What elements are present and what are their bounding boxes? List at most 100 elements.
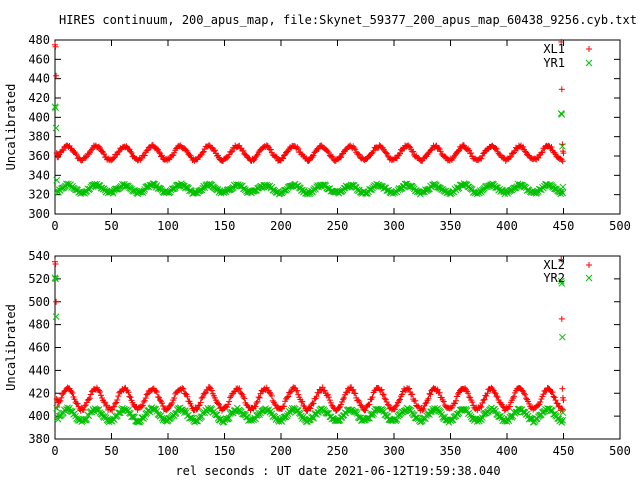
data-point	[275, 418, 283, 425]
legend-marker	[585, 59, 593, 67]
data-point	[355, 151, 362, 158]
data-point	[352, 390, 359, 397]
data-point	[507, 153, 514, 160]
data-point	[241, 395, 248, 402]
data-point	[255, 394, 262, 401]
data-point	[87, 391, 94, 398]
data-point	[256, 394, 263, 401]
data-point	[377, 387, 384, 394]
plot-frame	[54, 39, 621, 215]
data-point	[140, 398, 147, 405]
data-point	[52, 124, 60, 132]
data-point	[115, 409, 123, 417]
data-point	[319, 384, 326, 391]
data-point	[401, 180, 409, 188]
data-point	[422, 400, 429, 407]
data-point	[487, 181, 494, 189]
data-point	[406, 385, 413, 392]
data-point	[419, 188, 426, 195]
data-point	[559, 189, 567, 197]
data-point	[127, 394, 134, 401]
data-point	[53, 404, 61, 412]
data-point	[428, 146, 435, 153]
data-point	[111, 185, 119, 193]
data-point	[521, 390, 528, 397]
data-point	[171, 149, 178, 156]
data-point	[558, 111, 566, 118]
data-point	[522, 148, 529, 155]
data-point	[356, 151, 363, 158]
y-tick-label: 400	[28, 110, 50, 124]
data-point	[269, 397, 276, 404]
data-point	[551, 394, 558, 401]
data-point	[115, 393, 122, 400]
data-point	[143, 391, 150, 398]
data-point	[383, 187, 391, 194]
data-point	[559, 333, 566, 341]
x-tick-label: 150	[214, 444, 236, 458]
data-point	[434, 386, 441, 393]
legend-marker	[586, 46, 592, 52]
data-point	[479, 399, 486, 406]
y-tick-label: 340	[28, 168, 50, 182]
data-point	[310, 152, 317, 159]
data-point	[195, 402, 202, 409]
x-axis-label: rel seconds : UT date 2021-06-12T19:59:3…	[175, 464, 500, 478]
data-point	[224, 154, 231, 161]
data-point	[198, 395, 205, 402]
x-tick-label: 250	[327, 444, 349, 458]
data-point	[539, 149, 546, 156]
data-point	[85, 396, 92, 403]
data-point	[492, 390, 499, 397]
data-point	[96, 388, 103, 395]
data-point	[208, 144, 215, 151]
series-YR2	[51, 274, 567, 426]
data-point	[494, 394, 501, 401]
data-point	[266, 389, 273, 396]
data-point	[113, 399, 120, 406]
data-point	[324, 148, 331, 155]
data-point	[315, 390, 322, 397]
data-point	[169, 399, 176, 406]
data-point	[426, 390, 433, 397]
data-point	[537, 398, 544, 405]
data-point	[305, 157, 312, 164]
data-point	[54, 151, 61, 158]
data-point	[69, 390, 76, 397]
data-point	[465, 409, 473, 417]
data-point	[552, 397, 559, 404]
data-point	[188, 402, 195, 409]
y-tick-label: 480	[28, 318, 50, 332]
data-point	[492, 145, 499, 152]
data-point	[68, 388, 75, 395]
data-point	[53, 150, 60, 157]
data-point	[325, 394, 332, 401]
data-point	[114, 396, 121, 403]
y-tick-label: 480	[28, 33, 50, 47]
legend-marker	[585, 274, 593, 282]
data-point	[59, 391, 66, 398]
data-point	[478, 404, 485, 411]
data-point	[141, 397, 148, 404]
data-point	[280, 155, 287, 162]
data-point	[365, 414, 372, 422]
data-point	[420, 405, 427, 412]
legend-label: XL1	[543, 42, 565, 56]
data-point	[299, 398, 306, 405]
data-point	[267, 146, 274, 153]
data-point	[435, 144, 442, 151]
data-point	[559, 416, 567, 424]
data-point	[480, 397, 487, 404]
data-point	[95, 143, 102, 150]
y-tick-label: 500	[28, 295, 50, 309]
data-point	[491, 405, 498, 413]
data-point	[115, 149, 122, 156]
data-point	[301, 403, 308, 410]
data-point	[506, 403, 513, 410]
data-point	[338, 154, 345, 161]
y-tick-label: 420	[28, 386, 50, 400]
data-point	[560, 150, 567, 157]
data-point	[559, 385, 566, 392]
y-axis-label: Uncalibrated	[4, 304, 18, 391]
y-tick-label: 420	[28, 91, 50, 105]
